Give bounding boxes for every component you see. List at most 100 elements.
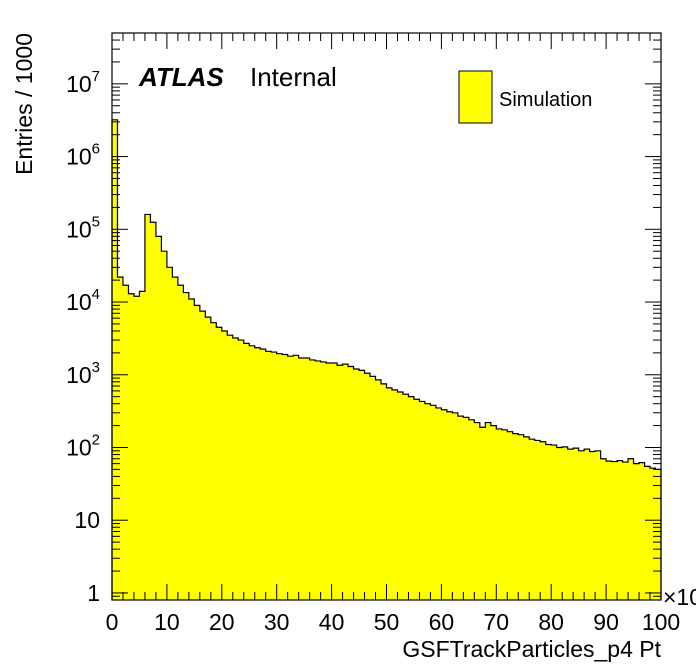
histogram-bin: [386, 387, 393, 600]
histogram-bin: [112, 119, 118, 600]
histogram-bin: [133, 296, 140, 600]
legend: Simulation: [458, 70, 592, 124]
histogram-bin: [606, 461, 612, 600]
histogram-bin: [221, 330, 228, 600]
histogram-bin: [540, 441, 547, 600]
histogram-bin: [413, 399, 420, 600]
x-tick-labels: 0 10 20 30 40 50 60 70 80 90 100: [106, 609, 681, 635]
histogram-bin: [315, 360, 322, 600]
histogram-bin: [331, 363, 338, 600]
histogram-bin: [260, 349, 267, 600]
histogram-bin: [342, 364, 349, 600]
histogram-bin: [155, 236, 162, 600]
histogram-bin: [144, 214, 151, 600]
histogram-bin: [243, 343, 250, 600]
histogram-bin: [490, 425, 497, 600]
histogram-bin: [276, 353, 283, 600]
legend-entry-simulation: Simulation: [499, 89, 592, 111]
y-tick-label: 107: [66, 68, 100, 97]
histogram-bin: [348, 366, 354, 600]
histogram-bin: [293, 355, 300, 600]
histogram-bin: [287, 356, 294, 600]
histogram-bin: [441, 409, 448, 600]
histogram-bin: [556, 447, 563, 600]
x-tick-label: 10: [154, 609, 180, 635]
histogram-bin: [199, 311, 206, 600]
histogram-bin: [424, 403, 431, 600]
histogram-bin: [485, 422, 492, 600]
legend-swatch: [458, 70, 493, 124]
histogram-bin: [655, 469, 662, 600]
histogram-bin: [205, 317, 212, 600]
axis-ticks: [111, 32, 662, 601]
x-tick-label: 80: [538, 609, 564, 635]
histogram-bin: [249, 345, 256, 600]
internal-label: Internal: [250, 62, 337, 92]
histogram-bin: [166, 267, 173, 600]
histogram-bin: [468, 419, 475, 600]
histogram-bin: [589, 451, 596, 600]
histogram-bin: [309, 359, 316, 600]
histogram-bin: [320, 361, 327, 600]
histogram-bin: [430, 405, 437, 600]
histogram-bin: [529, 439, 536, 600]
histogram-bin: [391, 389, 398, 600]
histogram-bin: [611, 461, 618, 600]
histogram-bin: [227, 335, 234, 600]
histogram-bin: [282, 354, 289, 600]
histogram-bin: [161, 251, 168, 600]
histogram-bin: [501, 429, 508, 600]
x-tick-label: 70: [484, 609, 510, 635]
histogram-bin: [452, 412, 459, 600]
histogram-bin: [194, 305, 201, 600]
histogram-bin: [177, 285, 184, 600]
histogram-bin: [633, 463, 640, 600]
histogram-bin: [150, 222, 157, 601]
histogram-bin: [446, 411, 453, 600]
x-tick-label: 60: [429, 609, 455, 635]
histogram-bin: [639, 462, 645, 600]
histogram-bin: [183, 292, 190, 600]
histogram-bin: [573, 448, 580, 600]
histogram-bin: [397, 391, 404, 600]
x-tick-label: 100: [642, 609, 680, 635]
histogram-bin: [617, 460, 623, 600]
x-tick-label: 50: [374, 609, 400, 635]
histogram-bin: [534, 440, 541, 600]
histogram-bin: [364, 373, 371, 600]
histogram-bin: [139, 291, 146, 600]
x-axis-title: GSFTrackParticles_p4 Pt: [402, 636, 661, 662]
x-axis-multiplier: ×10: [663, 584, 696, 610]
histogram-bin: [232, 338, 239, 600]
histogram-bin: [650, 468, 656, 600]
y-tick-label: 10: [74, 507, 100, 533]
histogram-bin: [172, 277, 179, 600]
x-tick-label: 20: [209, 609, 235, 635]
histogram-bin: [298, 357, 305, 600]
histogram-bin: [238, 340, 245, 600]
histogram-bin: [326, 363, 332, 600]
histogram-bin: [435, 407, 442, 600]
histogram-bin: [496, 428, 503, 600]
histogram-bin: [479, 427, 486, 600]
y-tick-label: 106: [66, 141, 100, 170]
histogram-bin: [523, 436, 530, 600]
histogram-bin: [188, 299, 195, 600]
y-tick-label: 104: [66, 286, 100, 315]
histogram-bin: [304, 357, 311, 600]
histogram-bin: [402, 394, 409, 600]
histogram-bin: [337, 365, 343, 600]
histogram-bin: [419, 401, 426, 600]
histogram-bars: [111, 119, 662, 601]
histogram-bin: [518, 434, 525, 600]
histogram-bin: [210, 322, 217, 600]
histogram-bin: [375, 379, 382, 600]
histogram-bin: [628, 458, 634, 600]
x-tick-label: 30: [264, 609, 290, 635]
histogram-outline: [111, 119, 662, 600]
histogram-bin: [117, 277, 124, 600]
histogram-bin: [595, 450, 602, 600]
y-tick-label: 1: [87, 580, 100, 606]
histogram-bin: [507, 431, 514, 600]
